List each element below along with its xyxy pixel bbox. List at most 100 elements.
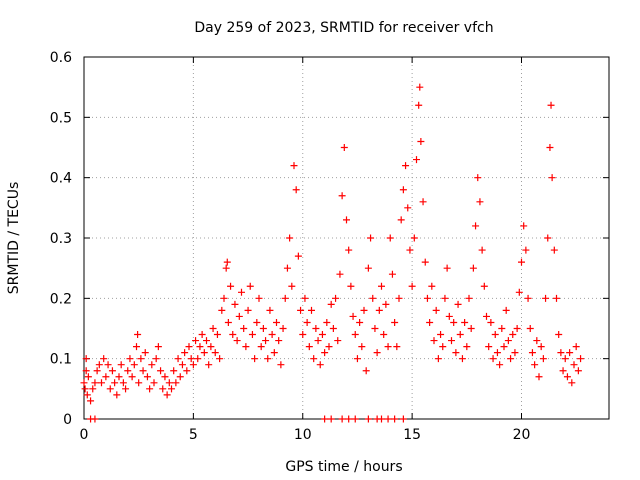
- data-point: [203, 337, 210, 345]
- data-point: [445, 312, 453, 320]
- data-point: [513, 325, 521, 332]
- data-point: [113, 391, 121, 399]
- data-point: [399, 415, 407, 423]
- data-point: [303, 318, 311, 326]
- data-point: [141, 349, 149, 357]
- data-point: [143, 373, 151, 381]
- data-point: [544, 234, 552, 242]
- data-point: [168, 385, 175, 393]
- data-point: [423, 294, 431, 302]
- data-point: [347, 282, 355, 290]
- data-point: [200, 349, 208, 357]
- data-point: [509, 331, 517, 339]
- data-point: [323, 318, 331, 326]
- data-point: [345, 415, 353, 423]
- data-point: [270, 349, 278, 357]
- data-point: [327, 300, 335, 308]
- data-point: [242, 343, 250, 351]
- data-point: [369, 294, 377, 302]
- data-point: [404, 204, 412, 212]
- data-point: [561, 355, 569, 363]
- data-point: [176, 373, 184, 381]
- data-point: [518, 258, 525, 266]
- data-point: [391, 318, 399, 326]
- data-point: [329, 325, 337, 332]
- data-point: [557, 349, 565, 357]
- data-point: [410, 234, 418, 242]
- data-point: [522, 246, 530, 254]
- data-point: [338, 415, 346, 423]
- data-point: [524, 294, 532, 302]
- data-point: [251, 355, 259, 363]
- data-point: [87, 397, 95, 405]
- data-point: [310, 355, 318, 363]
- data-point: [550, 246, 558, 254]
- data-point: [375, 306, 383, 314]
- data-point: [345, 246, 353, 254]
- data-point: [82, 367, 90, 375]
- data-point: [378, 282, 385, 290]
- data-point: [268, 331, 276, 339]
- x-tick-label: 0: [80, 427, 89, 443]
- data-point: [130, 361, 138, 369]
- data-point: [266, 306, 274, 314]
- data-point: [161, 373, 169, 381]
- data-point: [535, 373, 543, 381]
- y-tick-label: 0.4: [50, 171, 72, 187]
- data-point: [428, 282, 436, 290]
- y-tick-label: 0.5: [50, 110, 72, 126]
- data-point: [321, 349, 329, 357]
- data-point: [117, 361, 125, 369]
- data-point: [395, 294, 403, 302]
- data-point: [461, 318, 469, 326]
- x-tick-label: 20: [513, 427, 531, 443]
- data-point: [163, 391, 171, 399]
- data-point: [124, 367, 132, 375]
- data-point: [480, 282, 488, 290]
- data-point: [229, 331, 237, 339]
- data-point: [152, 355, 160, 363]
- data-point: [183, 367, 191, 375]
- data-point: [434, 355, 442, 363]
- data-point: [95, 361, 103, 369]
- data-point: [469, 264, 477, 272]
- data-point: [82, 355, 90, 363]
- data-point: [496, 361, 504, 369]
- data-point: [458, 355, 466, 363]
- data-point: [421, 258, 429, 266]
- data-point: [146, 385, 154, 393]
- data-point: [563, 373, 571, 381]
- data-point: [415, 101, 423, 109]
- data-point: [192, 337, 200, 345]
- y-tick-label: 0.3: [50, 231, 72, 247]
- data-point: [467, 325, 475, 332]
- data-point: [546, 144, 554, 151]
- data-point: [439, 343, 447, 351]
- data-point: [305, 343, 313, 351]
- data-point: [406, 246, 414, 254]
- data-point: [312, 325, 320, 332]
- data-point: [362, 367, 370, 375]
- data-point: [115, 373, 123, 381]
- data-point: [224, 318, 232, 326]
- data-point: [472, 222, 480, 230]
- data-point: [244, 306, 252, 314]
- data-point: [493, 349, 501, 357]
- data-point: [539, 355, 547, 363]
- data-point: [159, 385, 167, 393]
- data-point: [150, 379, 158, 387]
- data-point: [165, 379, 173, 387]
- data-point: [100, 355, 108, 363]
- data-point: [81, 385, 89, 393]
- data-point: [264, 355, 272, 363]
- data-point: [391, 415, 399, 423]
- data-point: [277, 361, 285, 369]
- data-point: [139, 367, 147, 375]
- data-point: [286, 234, 294, 242]
- data-point: [133, 343, 140, 351]
- data-point: [498, 325, 506, 332]
- x-tick-label: 10: [294, 427, 312, 443]
- data-point: [154, 343, 162, 351]
- data-point: [413, 156, 420, 164]
